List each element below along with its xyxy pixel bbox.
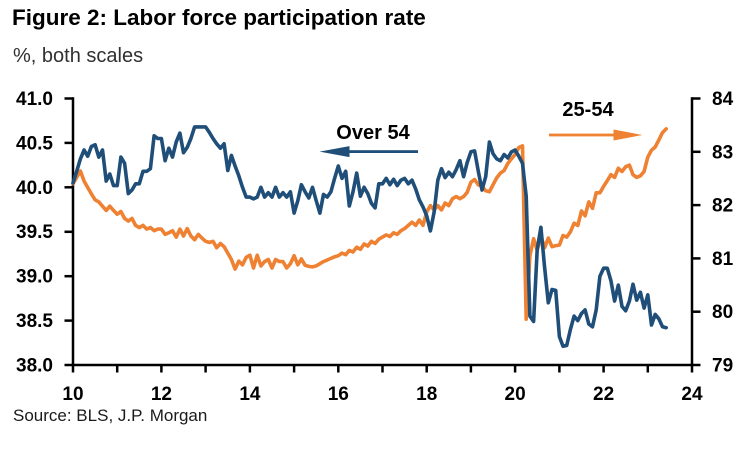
svg-text:40.0: 40.0 (16, 178, 53, 199)
svg-text:12: 12 (151, 384, 172, 405)
svg-text:38.5: 38.5 (16, 311, 53, 332)
svg-text:38.0: 38.0 (16, 356, 53, 377)
svg-text:41.0: 41.0 (16, 89, 53, 110)
svg-text:Over 54: Over 54 (336, 122, 410, 144)
svg-text:22: 22 (593, 384, 614, 405)
svg-text:82: 82 (712, 196, 733, 217)
svg-text:81: 81 (712, 249, 734, 270)
svg-text:10: 10 (62, 384, 83, 405)
svg-text:%, both scales: %, both scales (13, 45, 143, 67)
svg-text:16: 16 (328, 384, 349, 405)
svg-text:79: 79 (712, 356, 733, 377)
svg-text:39.5: 39.5 (16, 222, 53, 243)
svg-text:Source: BLS, J.P. Morgan: Source: BLS, J.P. Morgan (13, 406, 207, 425)
svg-text:24: 24 (681, 384, 703, 405)
svg-text:84: 84 (712, 89, 734, 110)
svg-text:39.0: 39.0 (16, 267, 53, 288)
svg-text:14: 14 (239, 384, 261, 405)
svg-text:20: 20 (505, 384, 526, 405)
svg-text:83: 83 (712, 142, 733, 163)
svg-text:18: 18 (416, 384, 437, 405)
svg-text:Figure 2: Labor force particip: Figure 2: Labor force participation rate (12, 5, 426, 30)
svg-text:40.5: 40.5 (16, 133, 53, 154)
svg-text:80: 80 (712, 302, 733, 323)
svg-text:25-54: 25-54 (562, 99, 614, 121)
